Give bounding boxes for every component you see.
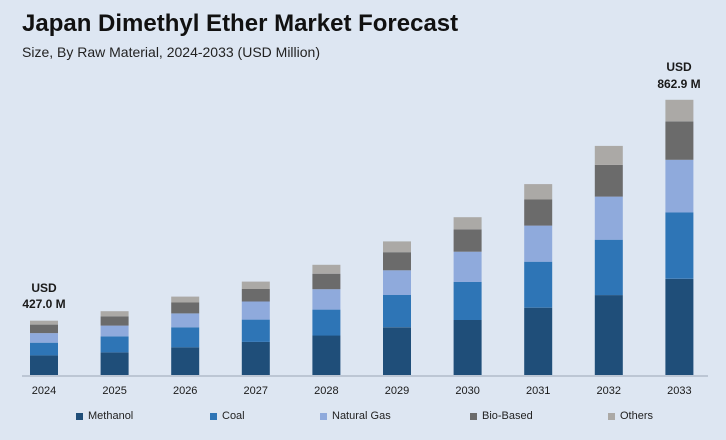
bar-segment-natural-gas-2033 xyxy=(665,159,694,213)
bar-segment-others-2024 xyxy=(30,320,58,325)
bar-segment-others-2031 xyxy=(524,184,553,200)
stacked-bar-chart: 2024 2025 2026 2027 2028 2029 2030 2031 2032 2033… xyxy=(22,60,708,397)
bar-segment-natural-gas-2024 xyxy=(30,333,58,343)
bar-segment-coal-2024 xyxy=(30,342,58,356)
bar-segment-natural-gas-2025 xyxy=(100,325,129,337)
bar-segment-others-2028 xyxy=(312,264,341,274)
legend-swatch-coal xyxy=(210,412,217,420)
bar-segment-methanol-2028 xyxy=(312,335,341,375)
bar-segment-bio-based-2024 xyxy=(30,324,58,334)
bar-segment-others-2032 xyxy=(594,145,623,165)
x-axis-ticks: 2024 2025 2026 2027 2028 2029 2030 2031 2032 2033 xyxy=(32,385,692,397)
bar-segment-natural-gas-2027 xyxy=(241,301,270,320)
legend-swatch-methanol xyxy=(76,412,83,420)
bar-segment-bio-based-2031 xyxy=(524,199,553,226)
x-tick-label-2029: 2029 xyxy=(385,385,409,397)
legend-label-bio-based: Bio-Based xyxy=(482,410,533,422)
legend-label-natural-gas: Natural Gas xyxy=(332,410,391,422)
bar-segment-others-2026 xyxy=(171,296,200,303)
bar-segment-others-2027 xyxy=(241,281,270,289)
bars-group xyxy=(30,99,694,375)
bar-segment-coal-2029 xyxy=(383,294,411,328)
start-callout-currency: USD xyxy=(31,281,57,295)
bar-segment-coal-2033 xyxy=(665,212,694,279)
bar-segment-methanol-2029 xyxy=(383,327,411,375)
end-callout-currency: USD xyxy=(666,60,692,74)
legend-label-others: Others xyxy=(620,410,654,422)
chart-legend: Methanol Coal Natural Gas Bio-Based Others xyxy=(0,410,726,430)
legend-label-methanol: Methanol xyxy=(88,410,134,422)
legend-item-others: Others xyxy=(608,410,653,422)
bar-segment-others-2030 xyxy=(453,217,482,230)
legend-item-coal: Coal xyxy=(210,410,245,422)
bar-segment-natural-gas-2032 xyxy=(594,196,623,240)
bar-segment-natural-gas-2029 xyxy=(383,270,411,295)
bar-segment-coal-2031 xyxy=(524,261,553,308)
bar-segment-coal-2027 xyxy=(241,319,270,342)
legend-item-natural-gas: Natural Gas xyxy=(320,410,391,422)
chart-title: Japan Dimethyl Ether Market Forecast xyxy=(22,10,459,37)
bar-segment-methanol-2033 xyxy=(665,278,694,375)
x-tick-label-2033: 2033 xyxy=(667,385,691,397)
x-tick-label-2027: 2027 xyxy=(244,385,268,397)
bar-segment-natural-gas-2030 xyxy=(453,251,482,282)
x-tick-label-2031: 2031 xyxy=(526,385,550,397)
bar-segment-bio-based-2026 xyxy=(171,302,200,314)
bar-segment-natural-gas-2028 xyxy=(312,289,341,310)
x-tick-label-2030: 2030 xyxy=(455,385,479,397)
bar-segment-methanol-2027 xyxy=(241,341,270,375)
bar-segment-others-2029 xyxy=(383,241,411,253)
legend-swatch-natural-gas xyxy=(320,412,327,420)
bar-segment-coal-2030 xyxy=(453,281,482,320)
bar-segment-coal-2028 xyxy=(312,309,341,336)
x-tick-label-2028: 2028 xyxy=(314,385,338,397)
bar-segment-methanol-2030 xyxy=(453,320,482,375)
x-tick-label-2025: 2025 xyxy=(102,385,126,397)
x-tick-label-2026: 2026 xyxy=(173,385,197,397)
bar-segment-bio-based-2032 xyxy=(594,164,623,197)
chart-subtitle: Size, By Raw Material, 2024-2033 (USD Mi… xyxy=(22,44,320,60)
bar-segment-coal-2026 xyxy=(171,327,200,348)
legend-item-methanol: Methanol xyxy=(76,410,133,422)
bar-segment-methanol-2031 xyxy=(524,307,553,375)
start-callout-value: 427.0 M xyxy=(22,297,65,311)
bar-segment-bio-based-2030 xyxy=(453,229,482,252)
bar-segment-bio-based-2028 xyxy=(312,273,341,290)
legend-label-coal: Coal xyxy=(222,410,245,422)
end-callout-value: 862.9 M xyxy=(657,77,700,91)
legend-item-bio-based: Bio-Based xyxy=(470,410,533,422)
bar-segment-bio-based-2027 xyxy=(241,289,270,302)
bar-segment-methanol-2024 xyxy=(30,355,58,375)
bar-segment-bio-based-2033 xyxy=(665,121,694,160)
bar-segment-coal-2025 xyxy=(100,336,129,353)
bar-segment-natural-gas-2031 xyxy=(524,225,553,262)
x-tick-label-2024: 2024 xyxy=(32,385,56,397)
x-tick-label-2032: 2032 xyxy=(597,385,621,397)
bar-segment-natural-gas-2026 xyxy=(171,313,200,328)
bar-segment-coal-2032 xyxy=(594,239,623,296)
bar-segment-methanol-2026 xyxy=(171,347,200,375)
bar-segment-bio-based-2029 xyxy=(383,252,411,271)
bar-segment-others-2025 xyxy=(100,311,129,317)
bar-segment-methanol-2032 xyxy=(594,295,623,375)
legend-swatch-bio-based xyxy=(470,412,477,420)
bar-segment-methanol-2025 xyxy=(100,352,129,375)
bar-segment-bio-based-2025 xyxy=(100,316,129,326)
bar-segment-others-2033 xyxy=(665,99,694,122)
legend-swatch-others xyxy=(608,412,615,420)
